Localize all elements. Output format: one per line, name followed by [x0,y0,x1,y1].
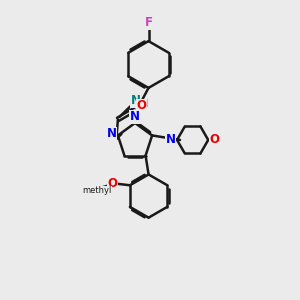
Text: F: F [145,16,153,29]
Text: O: O [108,177,118,190]
Text: O: O [136,99,146,112]
Text: N: N [131,94,141,107]
Text: N: N [130,110,140,124]
Text: N: N [107,128,117,140]
Text: methyl: methyl [82,187,111,196]
Text: H: H [141,99,148,110]
Text: N: N [165,134,176,146]
Text: O: O [210,134,220,146]
